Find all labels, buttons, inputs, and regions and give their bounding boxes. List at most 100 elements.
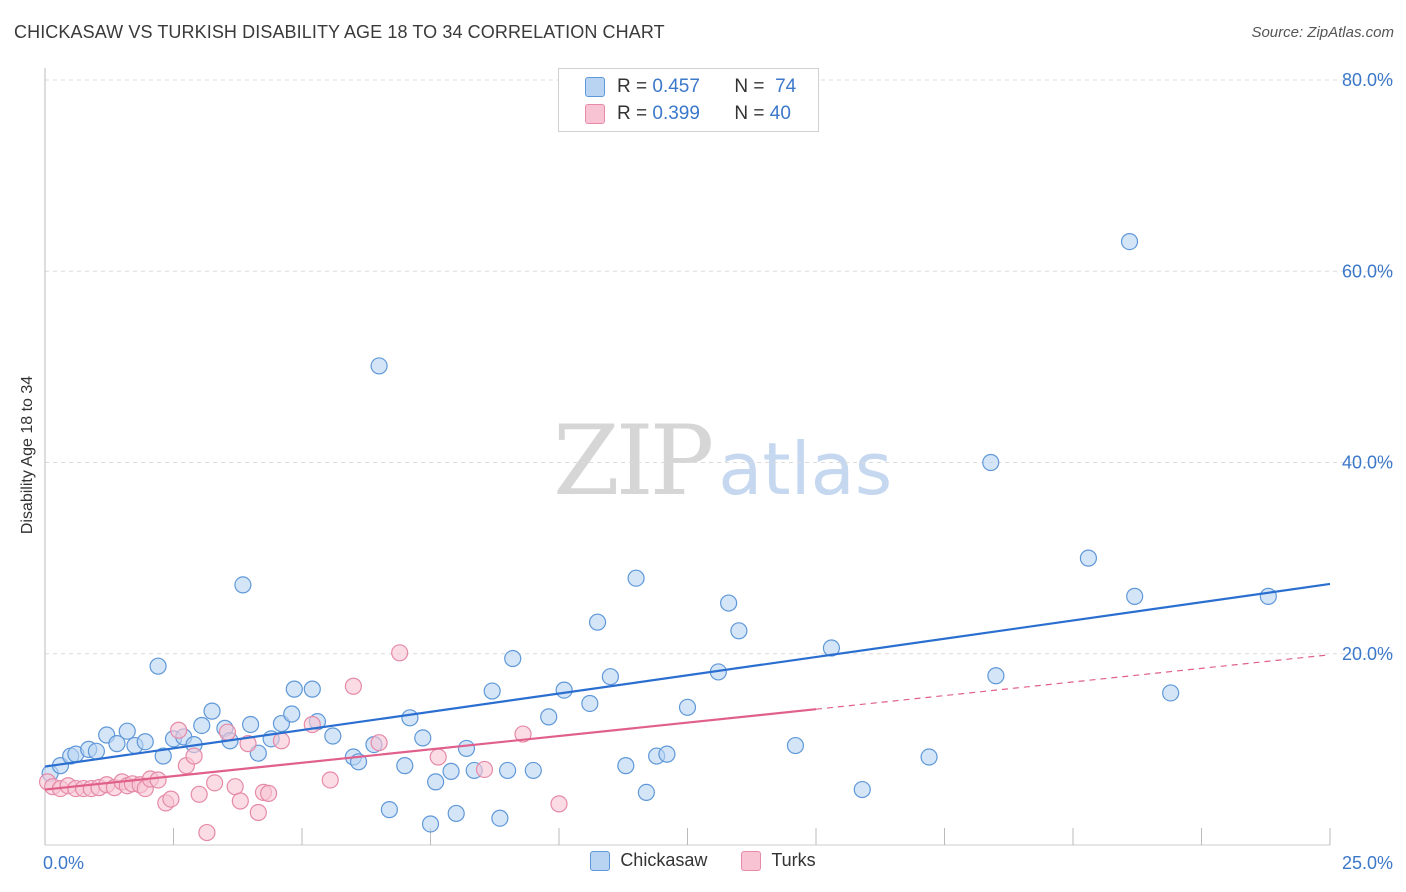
correlation-legend: R = 0.457 N = 74 R = 0.399 N = 40 (558, 68, 819, 132)
turks-point (370, 734, 388, 752)
chickasaw-legend-swatch (590, 850, 611, 871)
chickasaw-point (982, 453, 1000, 472)
chickasaw-point (1162, 684, 1180, 702)
chickasaw-point (555, 681, 573, 699)
series-legend: Chickasaw Turks (0, 850, 1406, 871)
x-tick-label: 0.0% (43, 853, 84, 873)
chickasaw-point (149, 657, 167, 675)
chickasaw-point (588, 613, 607, 631)
turks-point (206, 774, 224, 792)
chickasaw-swatch (585, 77, 605, 97)
turks-trendline-extension (815, 654, 1331, 710)
n-value: 74 (775, 76, 797, 97)
chickasaw-point (396, 757, 414, 775)
turks-point (162, 790, 180, 808)
turks-point (321, 771, 339, 789)
turks-point (170, 721, 188, 739)
turks-point (190, 785, 208, 803)
chickasaw-point (380, 801, 398, 819)
chickasaw-point (283, 705, 301, 723)
chickasaw-point (234, 576, 252, 594)
turks-trendline (44, 708, 817, 791)
r-value: 0.457 (652, 76, 700, 97)
chickasaw-point (499, 761, 517, 780)
watermark-atlas: atlas (718, 427, 893, 511)
chickasaw-point (987, 667, 1005, 685)
turks-point (475, 760, 494, 779)
turks-point (239, 735, 257, 753)
turks-point (429, 748, 447, 766)
turks-point (231, 792, 249, 810)
chickasaw-point (581, 694, 599, 713)
turks-point (550, 795, 568, 813)
y-tick-label: 20.0% (1342, 644, 1393, 664)
chickasaw-point (1259, 587, 1277, 605)
chickasaw-point (457, 739, 476, 758)
r-label: R = (617, 103, 648, 124)
y-tick-label: 80.0% (1342, 70, 1393, 90)
chickasaw-point (442, 762, 460, 780)
legend-row-chickasaw: R = 0.457 N = 74 (585, 75, 796, 99)
legend-item-turks: Turks (741, 850, 816, 871)
chickasaw-point (822, 639, 841, 657)
chickasaw-point (242, 715, 260, 734)
chickasaw-point (678, 698, 697, 716)
y-tick-label: 60.0% (1342, 261, 1393, 281)
chickasaw-point (658, 745, 676, 763)
chickasaw-point (491, 809, 509, 827)
y-tick-label: 40.0% (1342, 453, 1393, 473)
legend-label-turks: Turks (771, 850, 816, 870)
chickasaw-point (617, 757, 635, 775)
chickasaw-point (154, 747, 172, 765)
chickasaw-point (427, 773, 445, 791)
chickasaw-point (118, 722, 136, 740)
turks-point (226, 778, 244, 796)
turks-point (391, 644, 409, 662)
chickasaw-point (853, 780, 871, 799)
chickasaw-point (920, 748, 938, 766)
turks-point (249, 803, 267, 822)
chickasaw-point (504, 649, 522, 668)
turks-point (514, 725, 532, 743)
chickasaw-point (136, 733, 154, 751)
chickasaw-point (540, 708, 558, 726)
legend-label-chickasaw: Chickasaw (620, 850, 708, 870)
chickasaw-point (108, 735, 126, 753)
source-label: Source: ZipAtlas.com (1251, 24, 1394, 41)
chickasaw-point (1079, 549, 1098, 567)
chickasaw-point (87, 742, 106, 760)
n-label: N = (734, 103, 765, 124)
turks-point (272, 732, 291, 750)
chickasaw-point (421, 815, 440, 833)
chickasaw-point (1120, 233, 1139, 251)
chickasaw-point (193, 716, 211, 735)
turks-point (198, 823, 216, 842)
chickasaw-point (786, 736, 805, 755)
turks-point (344, 677, 362, 695)
chickasaw-point (601, 668, 620, 686)
chickasaw-point (285, 680, 303, 698)
chickasaw-point (324, 727, 342, 745)
turks-point (259, 784, 278, 802)
chickasaw-trendline (44, 582, 1331, 768)
chickasaw-point (203, 702, 221, 720)
chickasaw-point (483, 682, 501, 700)
legend-row-turks: R = 0.399 N = 40 (585, 102, 791, 126)
chart-title: CHICKASAW VS TURKISH DISABILITY AGE 18 T… (14, 22, 665, 42)
n-value: 40 (769, 103, 791, 124)
r-value: 0.399 (652, 103, 700, 124)
chickasaw-point (414, 729, 432, 747)
chickasaw-point (637, 783, 655, 802)
turks-point (185, 747, 203, 765)
turks-point (218, 723, 237, 741)
turks-swatch (585, 104, 605, 124)
chickasaw-point (524, 761, 542, 780)
chickasaw-point (1126, 587, 1144, 605)
legend-item-chickasaw: Chickasaw (590, 850, 707, 871)
chickasaw-point (720, 594, 738, 612)
r-label: R = (617, 76, 648, 97)
turks-point (149, 771, 167, 789)
watermark-zip: ZIP (553, 405, 714, 517)
chickasaw-point (447, 804, 465, 823)
